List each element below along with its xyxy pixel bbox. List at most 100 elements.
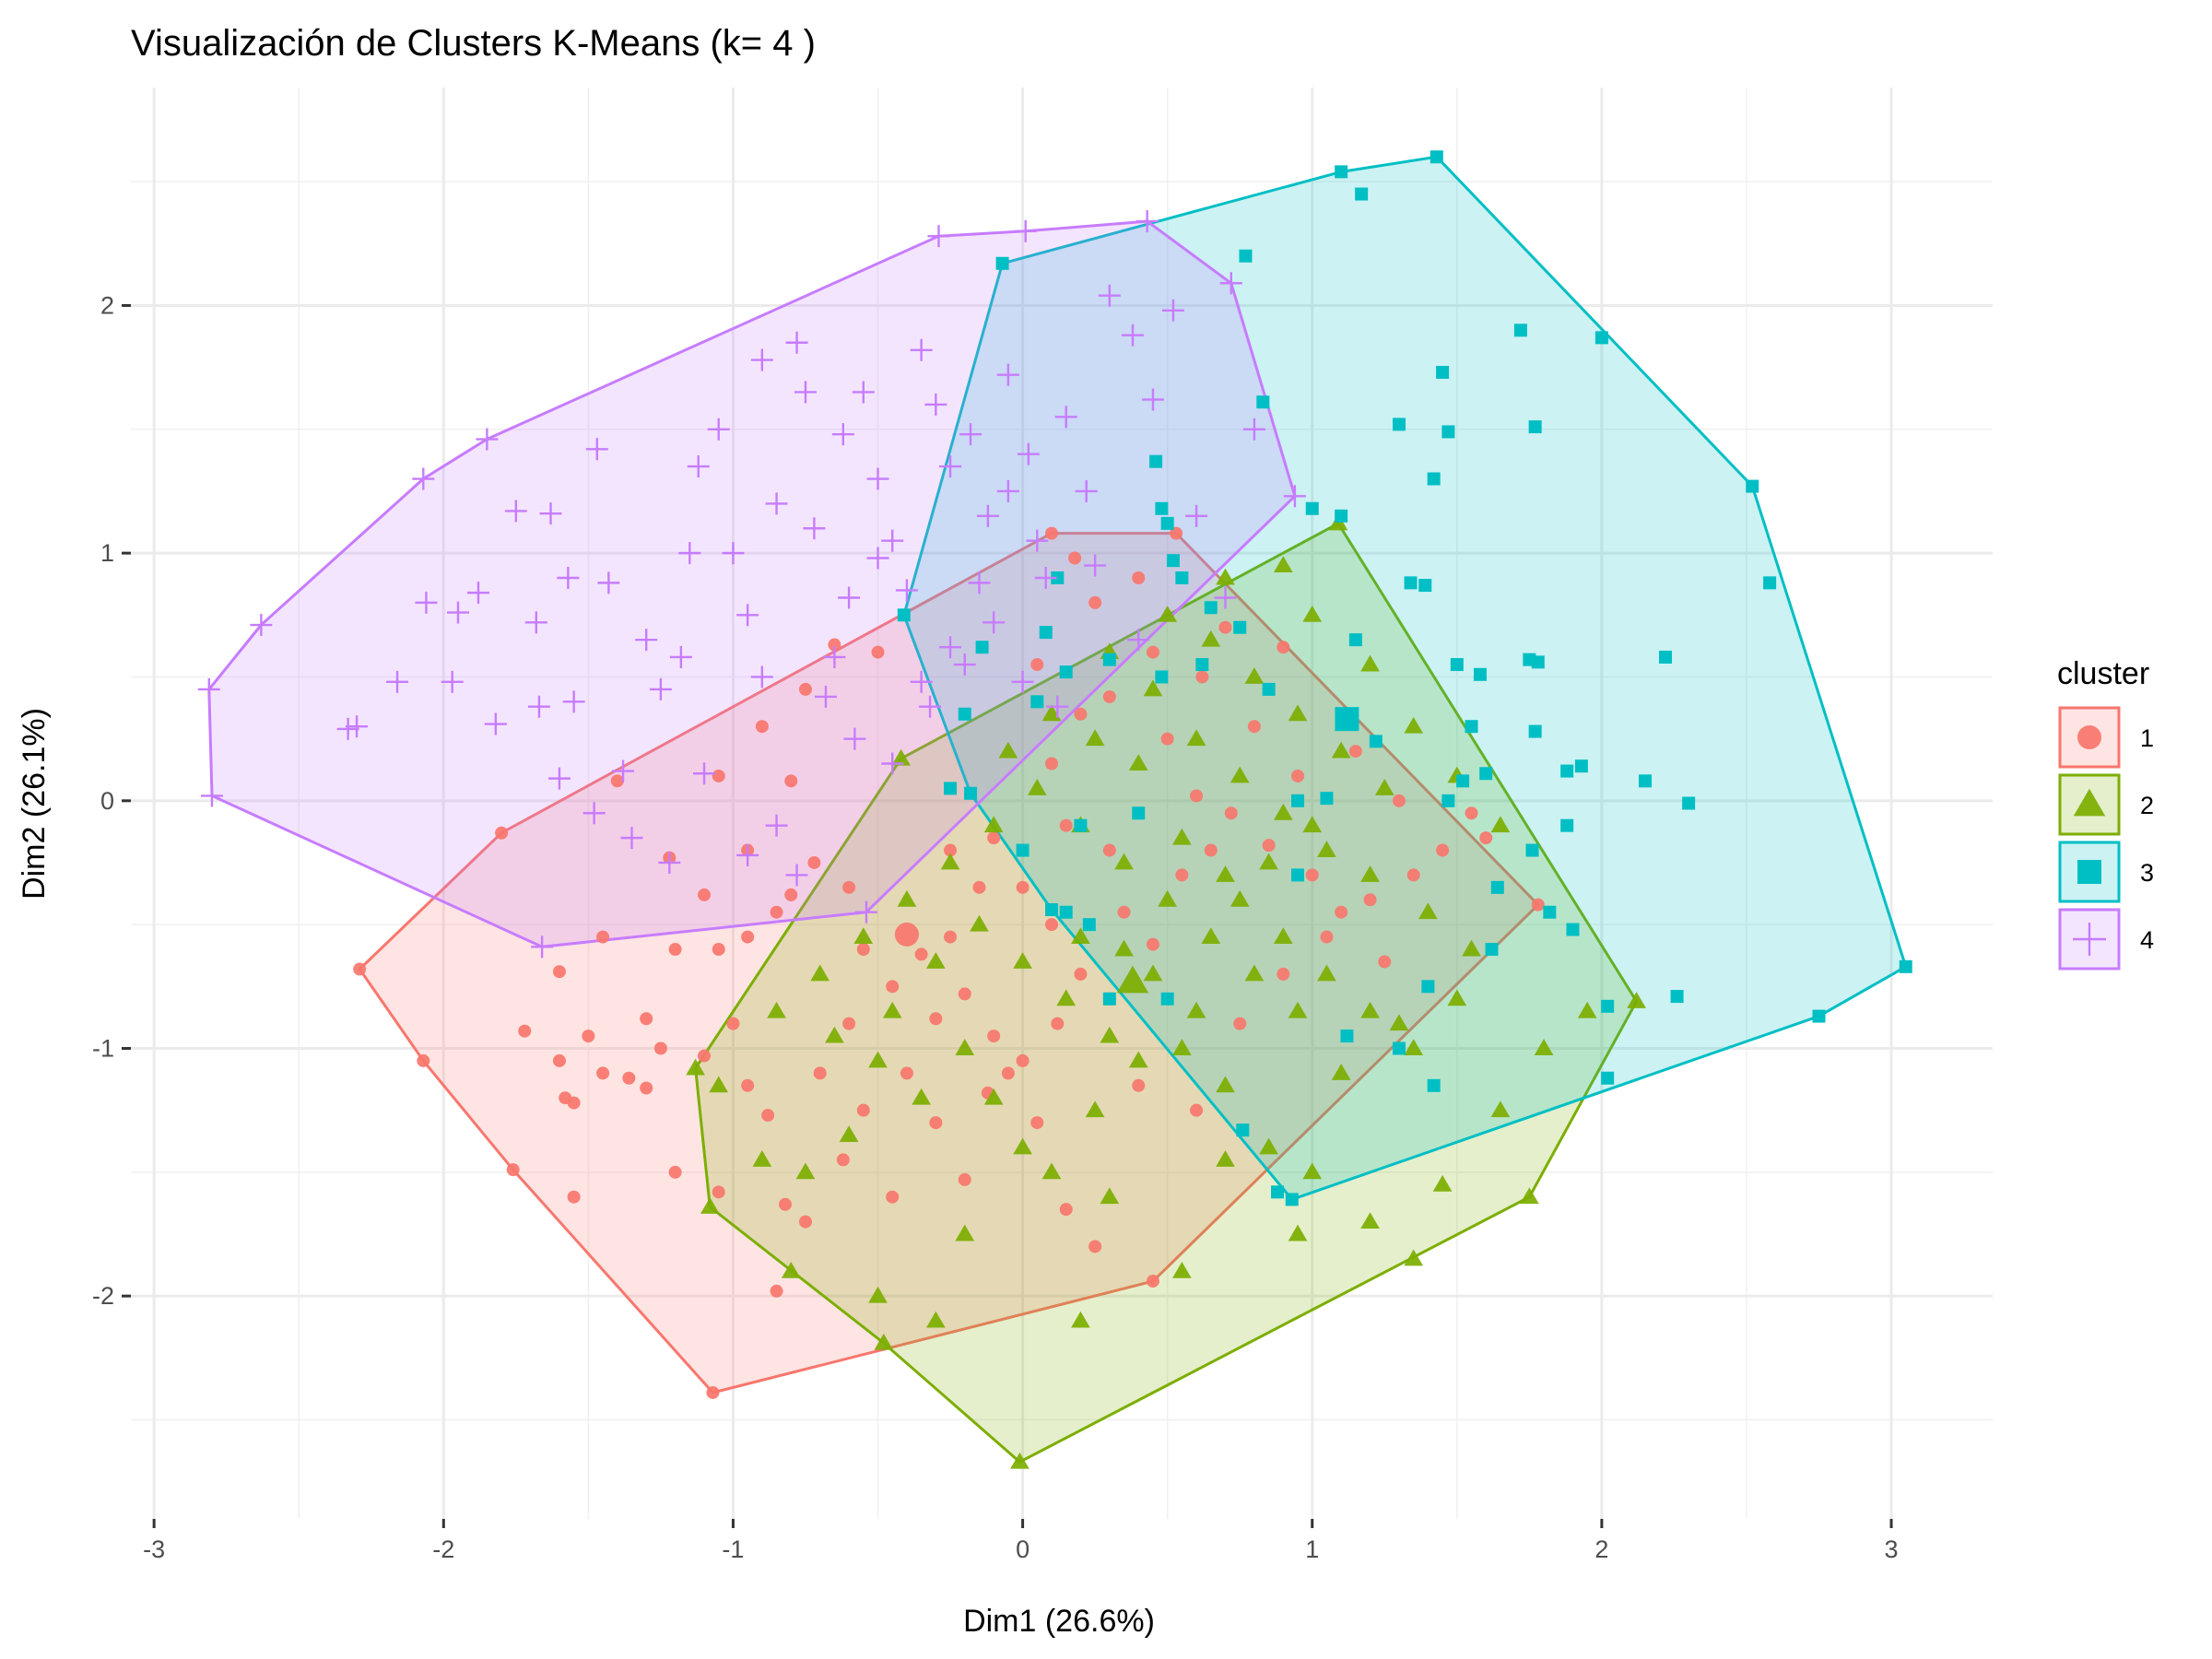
cluster-4-point: [785, 331, 808, 354]
cluster-1-point: [900, 1066, 913, 1080]
legend: cluster 1 2 3 4: [2057, 656, 2154, 971]
cluster-4-point: [1135, 210, 1159, 233]
cluster-2-point: [1288, 1001, 1308, 1018]
cluster-2-point: [925, 1311, 946, 1328]
cluster-2-point: [1360, 1212, 1380, 1230]
cluster-1-point: [1277, 641, 1290, 654]
cluster-1-point: [1045, 757, 1059, 771]
cluster-2-point: [1418, 902, 1438, 920]
legend-symbol-3: [2077, 860, 2101, 884]
cluster-4-point: [1017, 442, 1040, 465]
cluster-3-point: [1441, 425, 1455, 439]
cluster-4-point: [765, 814, 788, 837]
cluster-2-point: [1143, 679, 1163, 697]
cluster-1-point: [1320, 930, 1334, 944]
cluster-1-hull: [358, 532, 1540, 1394]
legend-key-4: [2058, 908, 2121, 971]
cluster-4-point: [1054, 406, 1077, 429]
cluster-4-point: [927, 225, 950, 248]
cluster-2-point: [1404, 1039, 1424, 1055]
cluster-3-point: [1320, 792, 1334, 806]
cluster-2-point: [1114, 853, 1134, 870]
legend-label: 3: [2140, 859, 2154, 887]
cluster-4-point: [412, 467, 435, 490]
cluster-3-point: [1155, 501, 1169, 515]
cluster-1-point: [987, 831, 1001, 845]
cluster-2-point: [1317, 964, 1336, 982]
cluster-3-point: [1233, 620, 1247, 634]
cluster-4-point: [881, 529, 904, 552]
cluster-4-point: [524, 611, 547, 634]
x-tick-label: -1: [722, 1535, 744, 1563]
cluster-4-point: [843, 727, 866, 750]
cluster-4-point: [910, 338, 933, 361]
cluster-4-point: [794, 381, 817, 404]
y-tick-label: 1: [100, 539, 114, 567]
legend-label: 1: [2140, 724, 2154, 752]
cluster-3-point: [1543, 905, 1557, 919]
cluster-2-point: [940, 853, 960, 870]
cluster-3-point: [1291, 868, 1305, 882]
cluster-1-point: [1436, 843, 1450, 857]
cluster-3-point: [1763, 576, 1777, 590]
cluster-4-point: [466, 582, 489, 605]
cluster-3-point: [1051, 571, 1065, 584]
cluster-2-point: [1360, 865, 1380, 882]
cluster-3-point: [1566, 923, 1580, 936]
cluster-1-point: [886, 1190, 900, 1204]
cluster-1-point: [929, 1012, 943, 1026]
cluster-2-point: [1259, 853, 1278, 870]
cluster-1-point: [886, 980, 900, 994]
cluster-1-point: [1074, 967, 1088, 981]
cluster-3-point: [1421, 980, 1435, 994]
cluster-3-point: [1485, 943, 1499, 957]
cluster-3-point: [1427, 1078, 1441, 1092]
cluster-2-point: [1534, 1039, 1554, 1055]
cluster-4-point: [612, 759, 635, 782]
cluster-4-point: [866, 467, 889, 490]
cluster-2-point: [1172, 1261, 1192, 1278]
cluster-3-point: [1560, 764, 1574, 778]
cluster-3-point: [1348, 633, 1362, 647]
cluster-1-point: [1392, 794, 1406, 807]
cluster-1-point: [1363, 893, 1377, 907]
cluster-4-point: [1034, 566, 1057, 589]
cluster-2-point: [891, 748, 911, 766]
cluster-4-point: [910, 670, 933, 693]
cluster-4-point: [1141, 388, 1164, 411]
cluster-3-point: [1059, 905, 1073, 919]
cluster-2-point: [1041, 1162, 1062, 1180]
cluster-4-point: [823, 645, 846, 668]
cluster-3-point: [1039, 626, 1053, 640]
cluster-4-point: [959, 423, 982, 446]
cluster-3-point: [1392, 1041, 1406, 1055]
cluster-1-point: [726, 1017, 740, 1030]
cluster-1-point: [1465, 806, 1478, 820]
cluster-4-point: [736, 843, 759, 866]
cluster-2-point: [1302, 1162, 1323, 1180]
cluster-3-point: [1601, 1071, 1615, 1085]
cluster-3-point: [897, 608, 911, 622]
cluster-4-point: [1219, 272, 1242, 295]
cluster-1-point: [1117, 905, 1131, 919]
cluster-1-point: [1146, 645, 1159, 659]
cluster-3-point: [1195, 658, 1209, 672]
chart-title: Visualización de Clusters K-Means (k= 4 …: [131, 23, 816, 64]
cluster-2-point: [1331, 741, 1351, 759]
cluster-2-point: [1158, 889, 1178, 907]
cluster-1-point: [1479, 831, 1493, 845]
cluster-3-point: [1436, 365, 1450, 379]
cluster-4-point: [1283, 485, 1306, 508]
cluster-3-point: [1528, 420, 1542, 434]
cluster-1-point: [1088, 595, 1102, 609]
cluster-2-point: [1186, 729, 1206, 747]
cluster-2-point: [1404, 716, 1424, 734]
cluster-1-point: [1045, 918, 1059, 932]
cluster-3-point: [1236, 1124, 1250, 1137]
cluster-2-point: [1490, 1100, 1511, 1118]
cluster-1-point: [1233, 1017, 1247, 1030]
cluster-1-point: [518, 1024, 532, 1038]
cluster-3-point: [1160, 992, 1174, 1006]
cluster-2-point: [874, 1333, 894, 1350]
cluster-1-point: [1160, 732, 1174, 746]
